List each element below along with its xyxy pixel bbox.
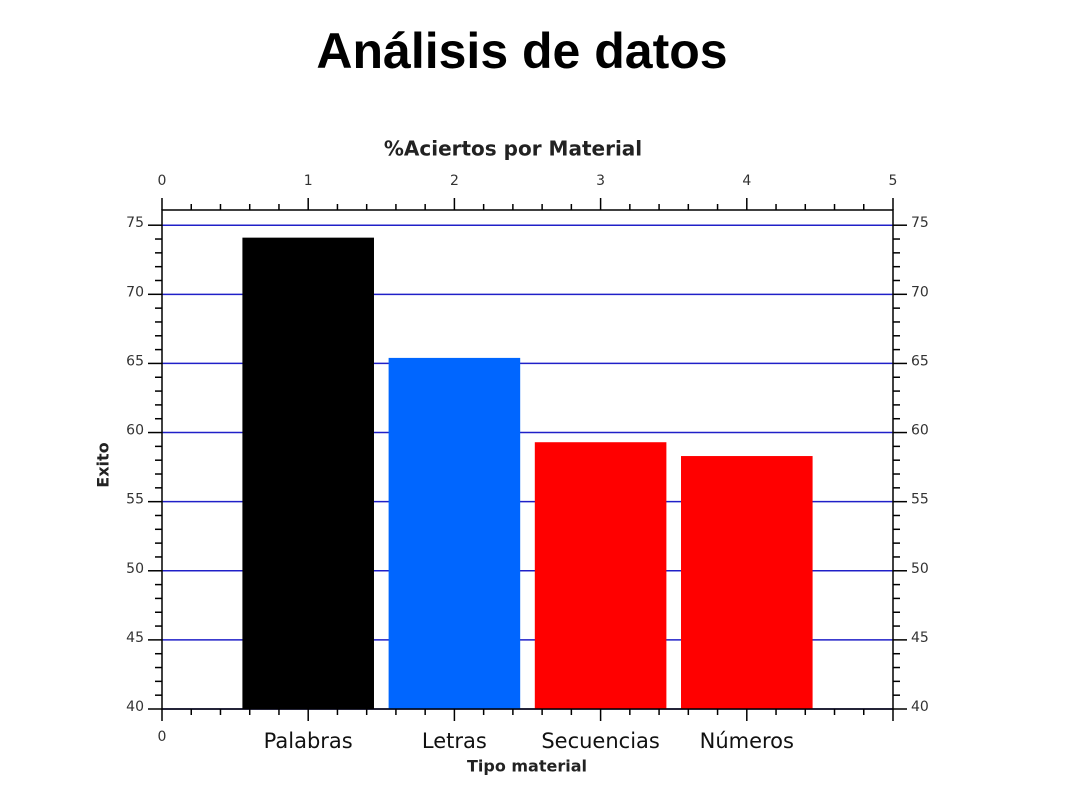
x-tick-label: 0 — [158, 173, 167, 189]
y-tick-label: 45 — [126, 630, 144, 646]
y-tick-label: 65 — [126, 353, 144, 369]
y-tick-label: 55 — [126, 492, 144, 508]
bar — [534, 442, 667, 709]
y2-tick-label: 45 — [911, 630, 929, 646]
y2-tick-label: 40 — [911, 699, 929, 715]
y-tick-label: 75 — [126, 215, 144, 231]
bottom-x-tick-label: 0 — [158, 729, 167, 745]
category-label: Palabras — [264, 729, 353, 753]
y-tick-label: 50 — [126, 561, 144, 577]
y-axis-label: Exito — [94, 442, 113, 487]
category-label: Letras — [422, 729, 487, 753]
x-axis-label: Tipo material — [467, 757, 587, 776]
y-tick-label: 70 — [126, 284, 144, 300]
y2-tick-label: 70 — [911, 284, 929, 300]
y2-tick-label: 50 — [911, 561, 929, 577]
x-tick-label: 4 — [742, 173, 751, 189]
x-tick-label: 3 — [596, 173, 605, 189]
slide-title: Análisis de datos — [316, 23, 727, 79]
chart-title: %Aciertos por Material — [384, 137, 642, 161]
x-tick-label: 5 — [889, 173, 898, 189]
y2-tick-label: 75 — [911, 215, 929, 231]
plot-frame — [161, 209, 894, 710]
category-label: Números — [700, 729, 794, 753]
x-tick-label: 2 — [450, 173, 459, 189]
bar — [242, 237, 374, 709]
category-label: Secuencias — [541, 729, 660, 753]
y2-tick-label: 65 — [911, 353, 929, 369]
y-tick-label: 40 — [126, 699, 144, 715]
bar — [681, 456, 813, 709]
x-tick-label: 1 — [304, 173, 313, 189]
bar — [388, 357, 521, 709]
y2-tick-label: 60 — [911, 423, 929, 439]
y-tick-label: 60 — [126, 423, 144, 439]
y2-tick-label: 55 — [911, 492, 929, 508]
